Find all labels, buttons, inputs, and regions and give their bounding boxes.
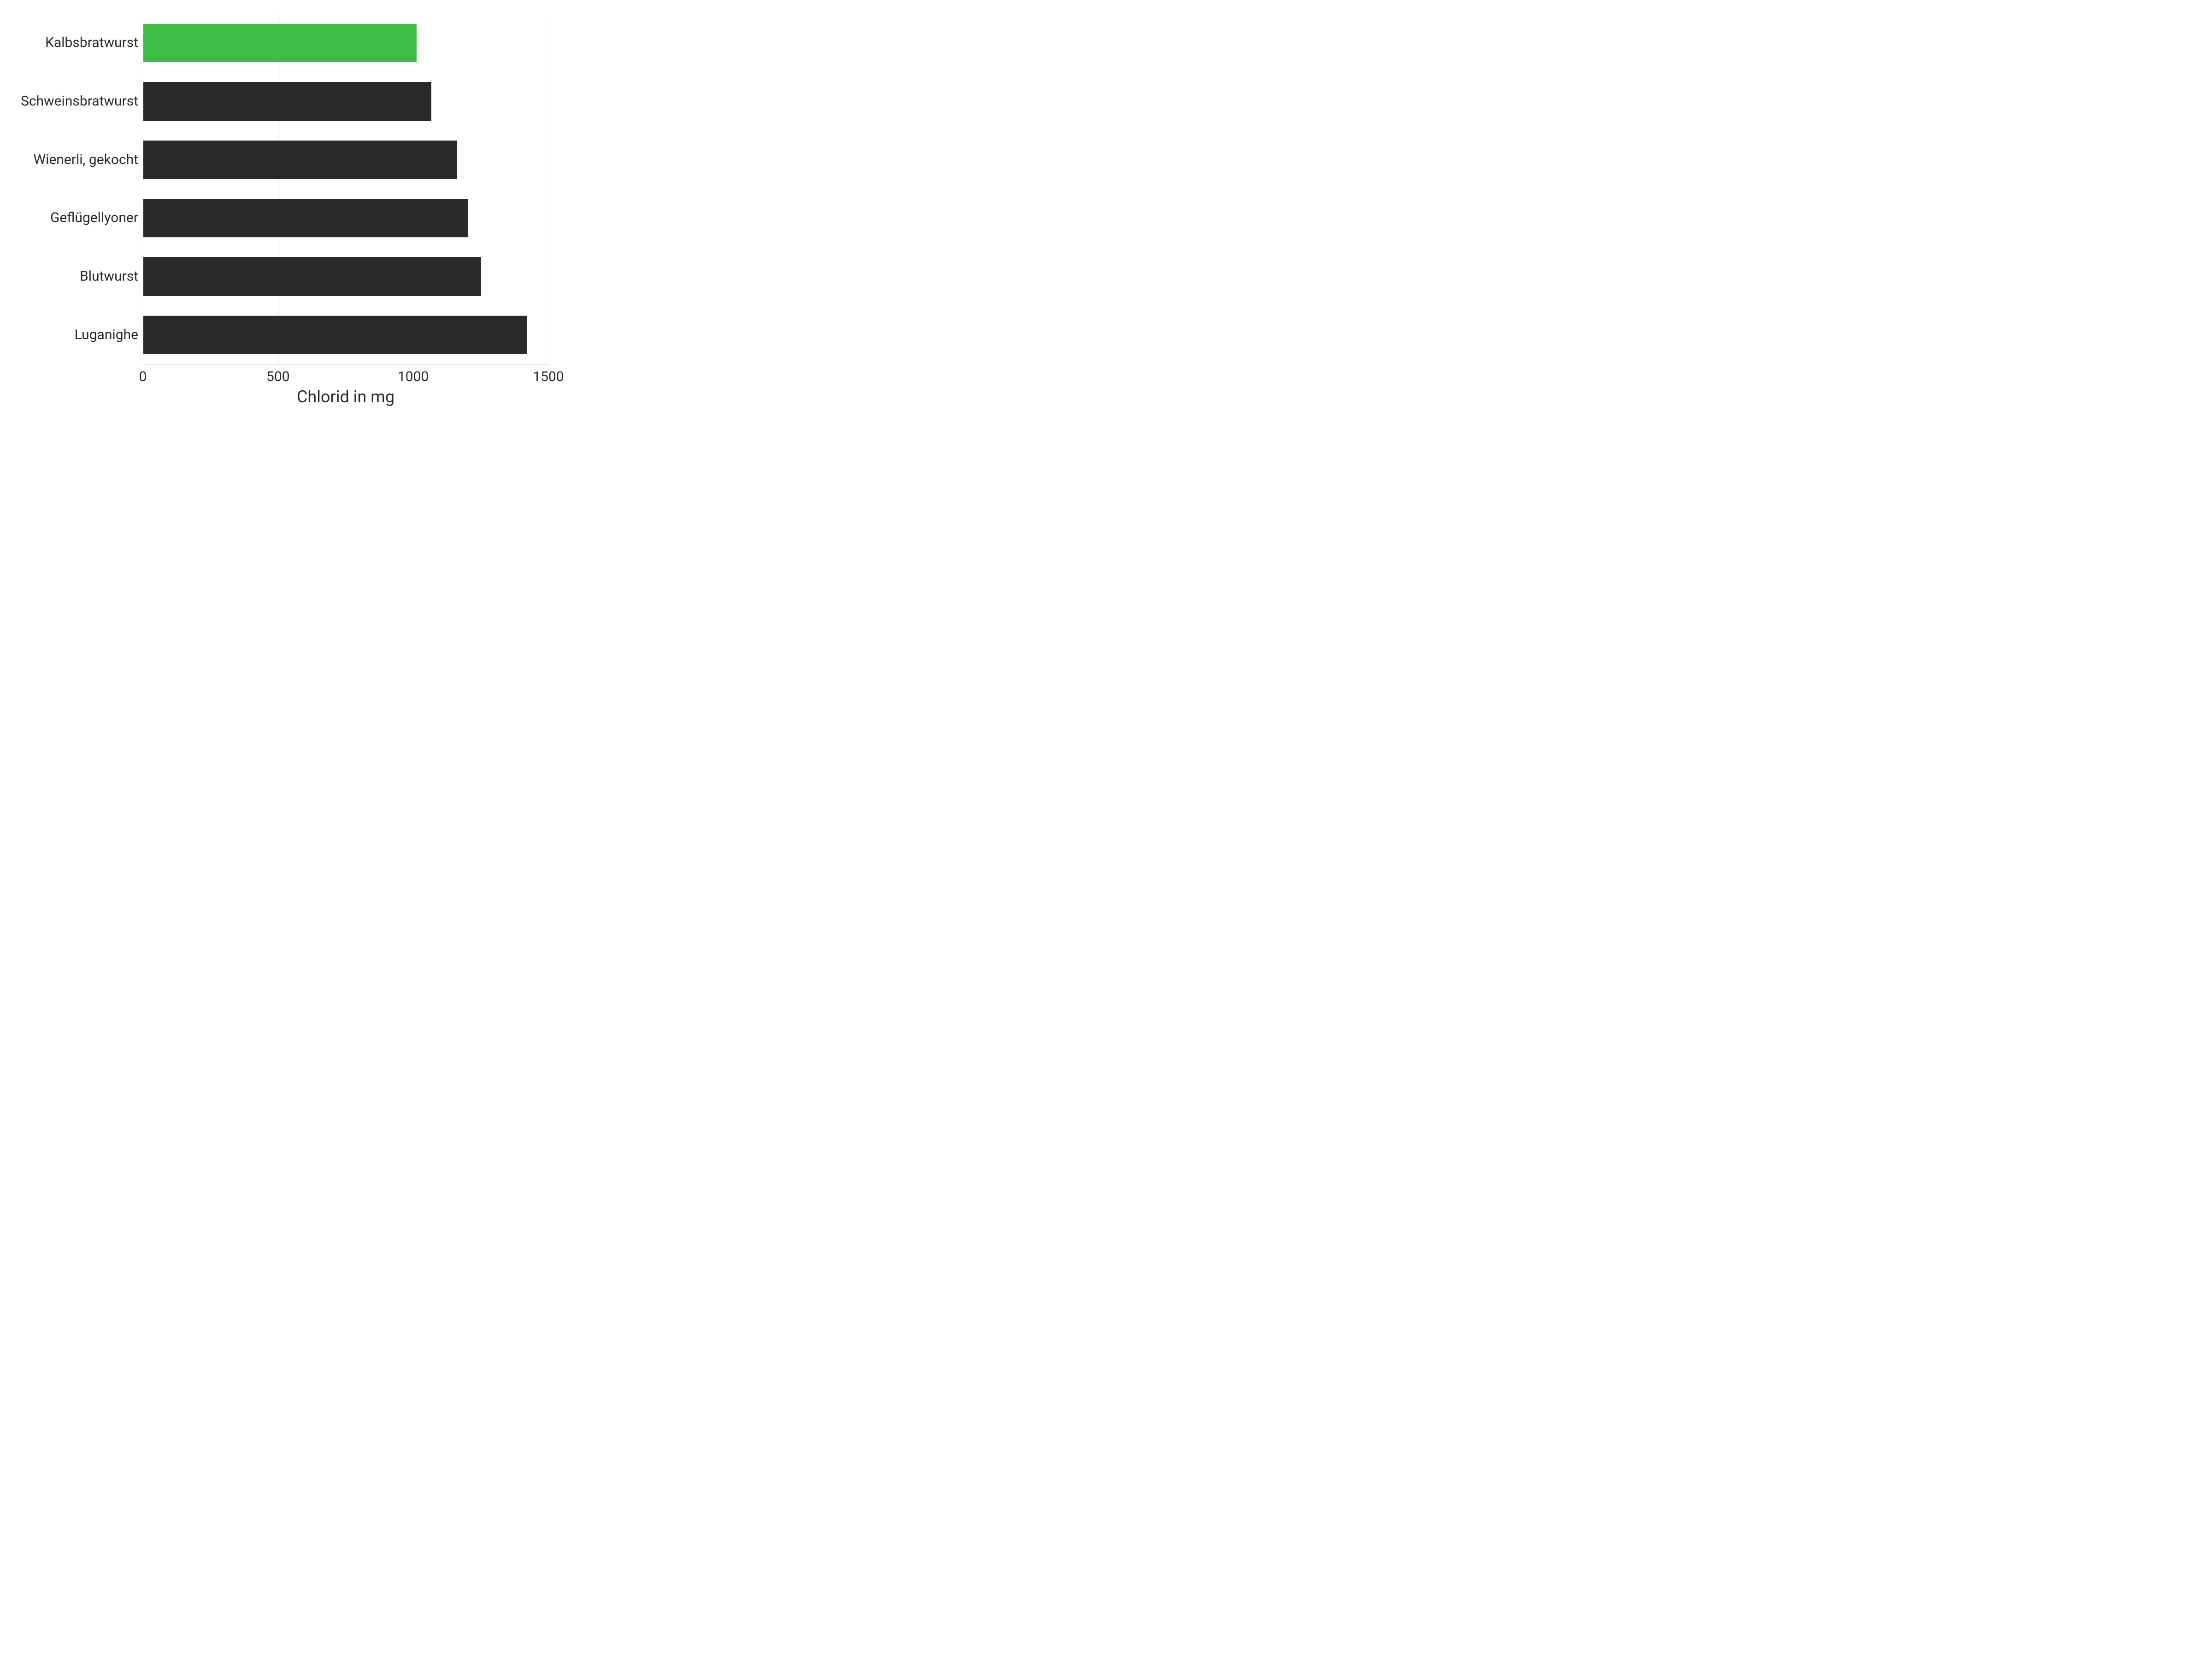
y-category-label: Luganighe [75,328,138,342]
y-category-label: Wienerli, gekocht [33,153,138,167]
x-tick-label: 0 [139,369,147,385]
bar-slot [143,199,549,238]
bar [143,199,468,238]
bar-slot [143,82,549,121]
x-tick-label: 500 [266,369,290,385]
y-category-label: Kalbsbratwurst [45,36,138,50]
bar [143,141,457,179]
bar [143,24,417,63]
x-axis-title: Chlorid in mg [143,387,548,406]
bar [143,82,431,121]
y-category-label: Schweinsbratwurst [21,94,138,108]
bar [143,316,527,354]
x-tick-label: 1000 [398,369,429,385]
bar-slot [143,316,549,354]
y-category-label: Blutwurst [80,270,138,283]
bar-slot [143,141,549,179]
bar-slot [143,257,549,296]
bar [143,257,481,296]
x-tick-label: 1500 [533,369,564,385]
plot-area [143,14,549,365]
gridline [278,14,279,364]
bar-slot [143,24,549,63]
y-category-label: Geflügellyoner [50,211,138,225]
chlorid-bar-chart: Chlorid in mg 050010001500Kalbsbratwurst… [0,0,553,415]
